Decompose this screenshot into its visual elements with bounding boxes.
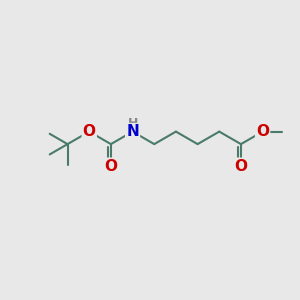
Text: O: O xyxy=(104,159,117,174)
Text: O: O xyxy=(256,124,269,139)
Text: N: N xyxy=(126,124,139,139)
Text: O: O xyxy=(83,124,96,139)
Text: H: H xyxy=(128,117,138,130)
Text: O: O xyxy=(235,159,248,174)
